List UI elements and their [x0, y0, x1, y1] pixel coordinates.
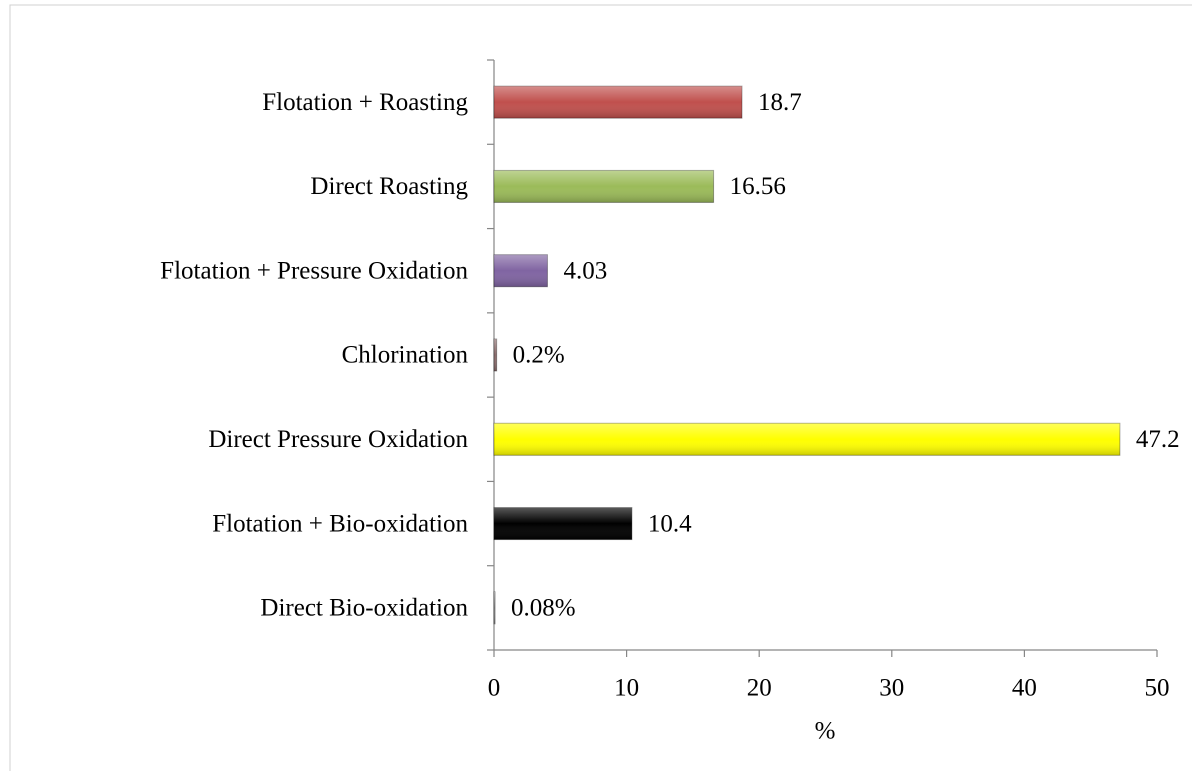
bar	[493, 254, 548, 288]
x-axis-label: %	[815, 718, 836, 745]
x-tick-label: 20	[747, 675, 772, 702]
x-tick-label: 40	[1012, 675, 1037, 702]
x-tick-label: 30	[879, 675, 904, 702]
bar	[493, 422, 1121, 456]
bar	[493, 507, 633, 541]
x-tick-label: 10	[614, 675, 639, 702]
bar	[493, 85, 743, 119]
y-tick-label: Direct Bio-oxidation	[260, 595, 468, 622]
value-label: 4.03	[563, 257, 607, 284]
y-tick-label: Chlorination	[342, 342, 469, 369]
y-tick-label: Direct Roasting	[310, 173, 468, 200]
value-label: 0.2%	[513, 342, 565, 369]
value-label: 18.7	[758, 89, 802, 116]
y-tick-label: Direct Pressure Oxidation	[208, 426, 468, 453]
y-tick-label: Flotation + Roasting	[262, 89, 468, 116]
value-label: 16.56	[730, 173, 786, 200]
value-label: 0.08%	[511, 595, 576, 622]
value-label: 47.2	[1136, 426, 1180, 453]
bar	[493, 169, 715, 203]
value-label: 10.4	[648, 510, 692, 537]
x-tick-label: 50	[1145, 675, 1170, 702]
y-tick-label: Flotation + Bio-oxidation	[212, 510, 468, 537]
bar	[493, 591, 496, 625]
bar	[493, 338, 498, 372]
chart-frame	[9, 4, 1192, 771]
x-tick-label: 0	[488, 675, 501, 702]
y-tick-label: Flotation + Pressure Oxidation	[160, 257, 468, 284]
